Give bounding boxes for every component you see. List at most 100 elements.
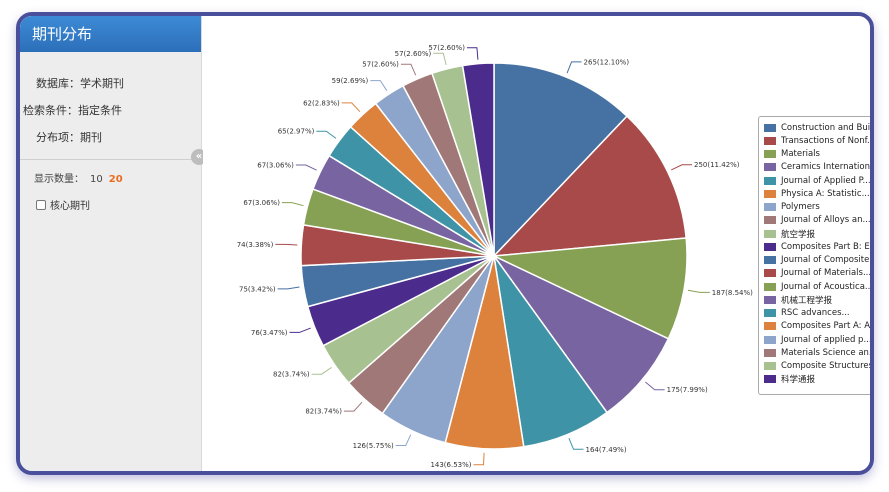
slice-data-label: 57(2.60%)	[362, 61, 399, 69]
legend-swatch	[764, 203, 776, 212]
legend-item[interactable]: Journal of Alloys an...	[764, 214, 871, 227]
count-option-20[interactable]: 20	[108, 174, 123, 185]
label-leader-line	[566, 61, 582, 74]
legend-label: RSC advances...	[781, 308, 850, 319]
legend-item[interactable]: Composites Part A: A...	[764, 320, 874, 333]
legend-swatch	[764, 176, 776, 185]
chart-legend: Construction and Bui... Transactions of N…	[758, 116, 874, 395]
label-leader-line	[341, 102, 361, 113]
core-journal-label: 核心期刊	[50, 201, 90, 212]
legend-label: Composites Part A: A...	[781, 321, 874, 332]
legend-swatch	[764, 348, 776, 357]
label-leader-line	[433, 52, 447, 66]
legend-item[interactable]: 航空学报	[764, 227, 870, 240]
legend-label: Journal of Applied P...	[781, 175, 871, 186]
legend-swatch	[764, 335, 776, 344]
slice-data-label: 62(2.83%)	[303, 99, 340, 107]
slice-data-label: 164(7.49%)	[585, 446, 626, 454]
label-leader-line	[281, 202, 304, 207]
label-leader-line	[687, 289, 710, 293]
legend-label: Journal of Composite...	[781, 255, 874, 266]
slice-data-label: 143(6.53%)	[430, 461, 471, 469]
search-info: 数据库：学术期刊 检索条件：指定条件 分布项：期刊	[20, 52, 201, 151]
legend-label: Ceramics Internation...	[781, 162, 874, 173]
legend-swatch	[764, 229, 776, 238]
legend-swatch	[764, 362, 776, 371]
legend-item[interactable]: Polymers	[764, 201, 870, 214]
legend-item[interactable]: Journal of applied p...	[764, 333, 872, 346]
count-label: 显示数量：	[34, 174, 84, 185]
legend-item[interactable]: 机械工程学报	[764, 293, 870, 306]
legend-item[interactable]: Ceramics Internation...	[764, 161, 874, 174]
legend-swatch	[764, 295, 776, 304]
legend-label: Polymers	[781, 202, 820, 213]
legend-label: Transactions of Nonf...	[781, 135, 874, 146]
item-value: 期刊	[80, 131, 102, 144]
slice-data-label: 65(2.97%)	[278, 128, 315, 136]
core-journal-filter[interactable]: 核心期刊	[20, 185, 201, 212]
legend-swatch	[764, 136, 776, 145]
pie-slice[interactable]	[492, 115, 687, 257]
label-leader-line	[466, 47, 479, 60]
label-leader-line	[275, 243, 298, 246]
label-leader-line	[568, 438, 584, 450]
legend-item[interactable]: RSC advances...	[764, 307, 870, 320]
legend-item[interactable]: Composites Part B: E...	[764, 240, 874, 253]
label-leader-line	[370, 80, 388, 91]
item-row: 分布项：期刊	[20, 124, 201, 151]
item-label: 分布项：	[36, 131, 80, 144]
slice-data-label: 75(3.42%)	[239, 285, 276, 293]
pie-slice[interactable]	[493, 255, 670, 414]
core-journal-checkbox[interactable]	[36, 199, 46, 210]
divider	[20, 159, 201, 160]
count-option-10[interactable]: 10	[90, 174, 103, 185]
label-leader-line	[343, 401, 363, 412]
legend-label: Journal of Acoustica...	[781, 281, 874, 292]
legend-swatch	[764, 322, 776, 331]
legend-item[interactable]: Materials	[764, 148, 870, 161]
label-leader-line	[645, 381, 665, 391]
slice-data-label: 76(3.47%)	[251, 329, 288, 337]
legend-item[interactable]: Journal of Composite...	[764, 254, 874, 267]
legend-item[interactable]: Journal of Materials...	[764, 267, 870, 280]
slice-data-label: 250(11.42%)	[694, 161, 740, 169]
legend-label: 机械工程学报	[781, 295, 833, 306]
chart-area: 265(12.10%) 250(11.42%) 187(8.54%) 175(7.99…	[203, 16, 870, 471]
legend-item[interactable]: Composite Structures...	[764, 360, 870, 373]
sidebar-title: 期刊分布	[20, 16, 201, 52]
legend-label: Physica A: Statistic...	[781, 188, 870, 199]
condition-row: 检索条件：指定条件	[20, 97, 201, 124]
slice-data-label: 175(7.99%)	[667, 386, 708, 394]
slice-data-label: 82(3.74%)	[273, 371, 310, 379]
legend-swatch	[764, 242, 776, 251]
legend-item[interactable]: Journal of Applied P...	[764, 174, 871, 187]
pie-chart: 265(12.10%) 250(11.42%) 187(8.54%) 175(7.99…	[237, 44, 753, 469]
label-leader-line	[295, 164, 317, 171]
legend-label: Composites Part B: E...	[781, 241, 874, 252]
pie-slice[interactable]	[493, 62, 629, 258]
legend-label: Journal of Alloys an...	[781, 215, 871, 226]
slice-data-label: 74(3.38%)	[237, 241, 274, 249]
label-leader-line	[289, 327, 311, 333]
database-row: 数据库：学术期刊	[20, 70, 201, 97]
legend-item[interactable]: Transactions of Nonf...	[764, 134, 874, 147]
label-leader-line	[311, 366, 332, 375]
label-leader-line	[473, 452, 485, 466]
legend-item[interactable]: Construction and Bui...	[764, 121, 870, 134]
pie-slice[interactable]	[491, 237, 688, 340]
legend-item[interactable]: 科学通报	[764, 373, 870, 386]
legend-item[interactable]: Journal of Acoustica...	[764, 280, 874, 293]
pie-slice[interactable]	[461, 62, 495, 257]
slice-data-label: 82(3.74%)	[305, 408, 342, 416]
sidebar: 期刊分布 数据库：学术期刊 检索条件：指定条件 分布项：期刊 显示数量： 10 20…	[20, 16, 202, 471]
legend-label: Journal of applied p...	[781, 334, 872, 345]
legend-item[interactable]: Materials Science an...	[764, 346, 870, 359]
label-leader-line	[395, 434, 412, 446]
legend-label: 科学通报	[781, 375, 816, 386]
database-value: 学术期刊	[80, 77, 124, 90]
legend-swatch	[764, 375, 776, 384]
legend-label: 航空学报	[781, 229, 816, 240]
legend-label: Materials	[781, 149, 820, 160]
legend-item[interactable]: Physica A: Statistic...	[764, 187, 870, 200]
legend-swatch	[764, 269, 776, 278]
